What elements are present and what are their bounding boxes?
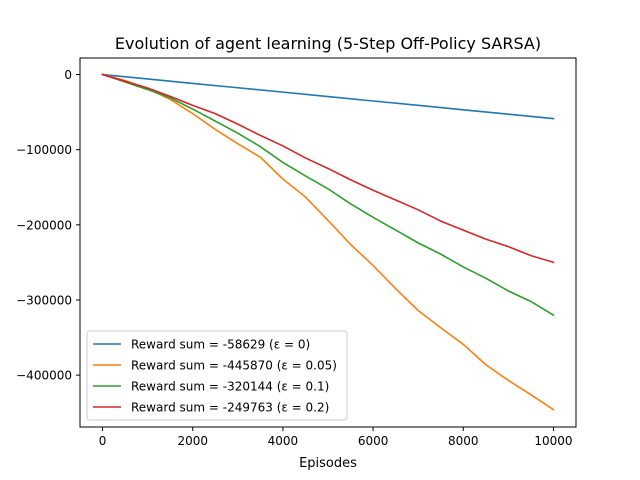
y-axis-ticks: 0 −100000 −200000 −300000 −400000 (16, 68, 80, 383)
y-tick-label: −100000 (16, 143, 72, 157)
legend: Reward sum = -58629 (ε = 0) Reward sum = … (86, 330, 348, 421)
chart-title: Evolution of agent learning (5-Step Off-… (115, 34, 541, 53)
x-tick-label: 0 (99, 434, 107, 448)
x-axis-ticks: 0 2000 4000 6000 8000 10000 (99, 427, 573, 448)
x-tick-label: 10000 (534, 434, 572, 448)
x-tick-label: 8000 (448, 434, 479, 448)
series-line-3 (101, 73, 555, 264)
x-tick-label: 4000 (268, 434, 299, 448)
y-tick-label: −200000 (16, 218, 72, 232)
legend-label-1: Reward sum = -445870 (ε = 0.05) (131, 359, 337, 373)
x-tick-label: 6000 (358, 434, 389, 448)
plot-frame (79, 57, 577, 428)
y-tick-label: 0 (64, 68, 72, 82)
plot-lines (101, 73, 555, 411)
series-line-1 (101, 73, 555, 411)
legend-label-3: Reward sum = -249763 (ε = 0.2) (131, 401, 329, 415)
legend-label-2: Reward sum = -320144 (ε = 0.1) (131, 380, 329, 394)
y-tick-label: −400000 (16, 369, 72, 383)
legend-box (86, 330, 348, 421)
series-line-2 (101, 73, 555, 317)
series-line-0 (101, 73, 555, 120)
y-tick-label: −300000 (16, 293, 72, 307)
x-tick-label: 2000 (177, 434, 208, 448)
x-axis-label: Episodes (299, 456, 357, 471)
legend-label-0: Reward sum = -58629 (ε = 0) (131, 338, 310, 352)
